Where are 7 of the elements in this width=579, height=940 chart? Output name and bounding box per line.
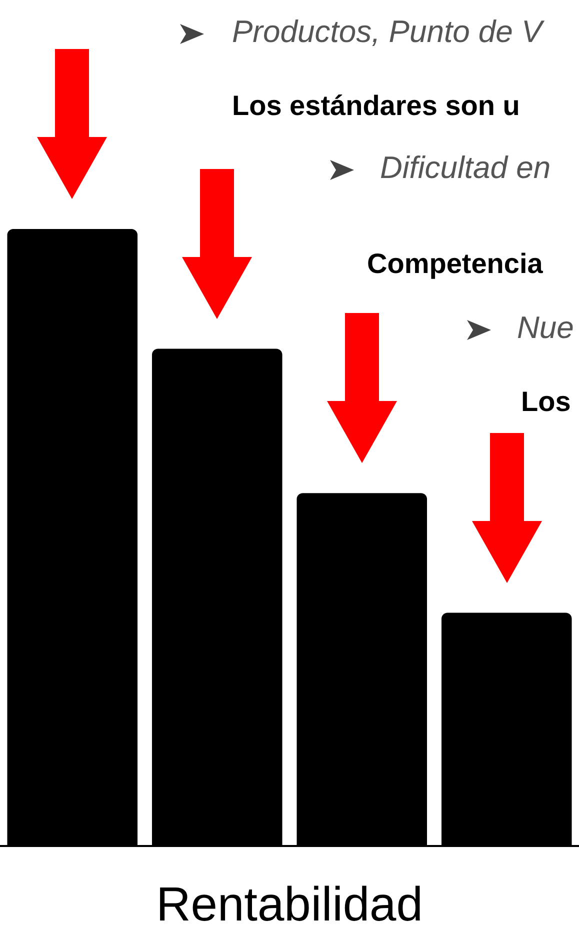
annotation: Competencia [367,248,543,280]
text: Los estándares son u [232,90,520,122]
text: Dificultad en [380,150,551,186]
text: Productos, Punto de V [232,14,542,50]
x-axis-title: Rentabilidad [156,878,423,932]
annotation: Los [521,386,571,418]
annotation: Nue [517,310,574,346]
